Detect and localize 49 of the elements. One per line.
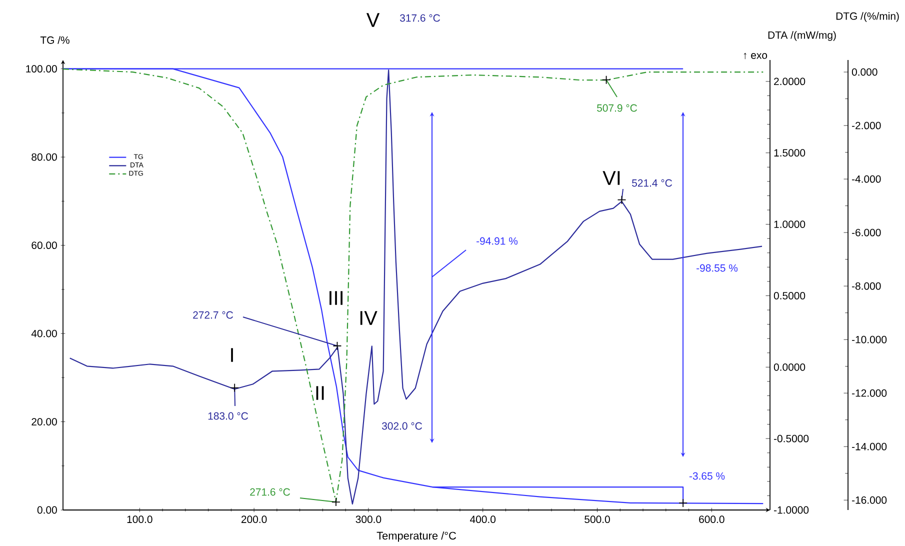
y2-tick-label: 0.5000	[774, 292, 806, 300]
y3-tick-label: -6.000	[852, 228, 881, 236]
y-tick-label: 100.00	[26, 65, 57, 73]
y2-tick-label: 0.0000	[774, 363, 806, 371]
x-tick-label: 600.0	[699, 516, 724, 524]
y2-tick-label: -1.0000	[774, 506, 809, 514]
y3-axis-title: DTG /(%/min)	[836, 12, 899, 22]
annotation: -3.65 %	[689, 472, 725, 480]
y-tick-label: 0.00	[37, 506, 57, 514]
y3-tick-label: -16.000	[852, 496, 887, 504]
y2-tick-label: 1.5000	[774, 149, 806, 157]
x-tick-label: 500.0	[584, 516, 610, 524]
annotation: -94.91 %	[476, 237, 518, 245]
y-axis-title: TG /%	[40, 36, 70, 44]
x-tick-label: 200.0	[241, 516, 267, 524]
x-tick-label: 100.0	[127, 516, 152, 524]
y2-tick-label: 2.0000	[774, 78, 806, 86]
annotation: I	[231, 348, 233, 362]
annotation: -98.55 %	[696, 264, 738, 272]
y3-tick-label: -4.000	[852, 175, 881, 183]
annotation: IV	[360, 311, 378, 325]
text: V	[366, 13, 380, 27]
x-tick-label: 400.0	[470, 516, 496, 524]
y2-tick-label: -0.5000	[774, 434, 809, 442]
annotation: VI	[602, 171, 620, 185]
y3-tick-label: -2.000	[852, 122, 881, 130]
y3-tick-label: -12.000	[852, 389, 887, 397]
text: ↑ exo	[744, 52, 768, 60]
y-tick-label: 60.00	[32, 242, 57, 249]
annotation: 271.6 °C	[250, 488, 290, 496]
text: 317.6 °C	[400, 14, 440, 22]
y3-tick-label: -14.000	[852, 442, 887, 450]
y2-axis-title: DTA /(mW/mg)	[768, 31, 836, 41]
x-tick-label: 300.0	[356, 516, 382, 524]
annotation: III	[330, 291, 342, 305]
annotation: II	[316, 386, 324, 400]
annotation: 507.9 °C	[597, 104, 638, 112]
y3-tick-label: -8.000	[852, 282, 881, 290]
annotation: 521.4 °C	[632, 179, 672, 187]
annotation: 302.0 °C	[382, 422, 422, 430]
y-tick-label: 40.00	[31, 330, 57, 338]
y-tick-label: 20.00	[32, 418, 57, 426]
y2-tick-label: 1.0000	[774, 220, 806, 228]
x-axis-title: Temperature /°C	[376, 532, 456, 542]
annotation: 183.0 °C	[208, 412, 248, 420]
annotation: 272.7 °C	[193, 311, 234, 319]
y-tick-label: 80.00	[32, 153, 57, 161]
y3-tick-label: 0.000	[852, 68, 878, 76]
y3-tick-label: -10.000	[852, 336, 887, 344]
